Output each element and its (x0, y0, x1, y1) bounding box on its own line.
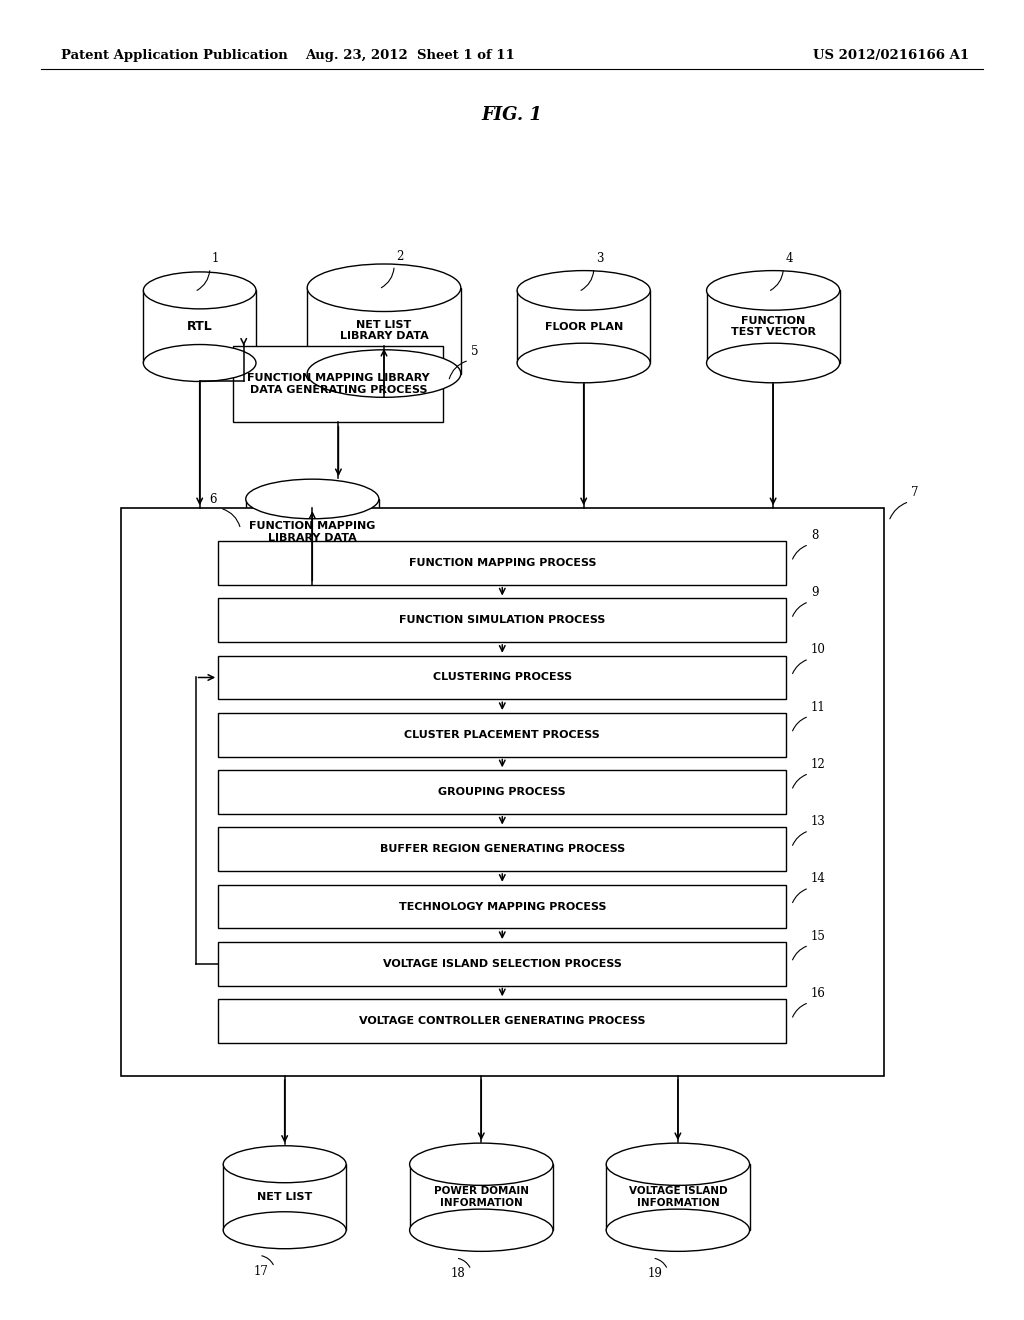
Bar (218, 713, 786, 756)
Text: BUFFER REGION GENERATING PROCESS: BUFFER REGION GENERATING PROCESS (380, 845, 625, 854)
Ellipse shape (707, 271, 840, 310)
Polygon shape (517, 290, 650, 363)
Polygon shape (606, 1164, 750, 1230)
Text: FUNCTION MAPPING
LIBRARY DATA: FUNCTION MAPPING LIBRARY DATA (249, 521, 376, 543)
Text: 18: 18 (451, 1267, 465, 1280)
Ellipse shape (246, 545, 379, 585)
Ellipse shape (143, 345, 256, 381)
Text: CLUSTER PLACEMENT PROCESS: CLUSTER PLACEMENT PROCESS (404, 730, 600, 739)
Text: Aug. 23, 2012  Sheet 1 of 11: Aug. 23, 2012 Sheet 1 of 11 (305, 49, 514, 62)
Ellipse shape (307, 350, 461, 397)
Text: GROUPING PROCESS: GROUPING PROCESS (438, 787, 566, 797)
Text: US 2012/0216166 A1: US 2012/0216166 A1 (813, 49, 969, 62)
Text: 9: 9 (811, 586, 818, 599)
Text: FUNCTION
TEST VECTOR: FUNCTION TEST VECTOR (730, 315, 816, 338)
Text: POWER DOMAIN
INFORMATION: POWER DOMAIN INFORMATION (434, 1187, 528, 1208)
Ellipse shape (606, 1209, 750, 1251)
Text: NET LIST
LIBRARY DATA: NET LIST LIBRARY DATA (340, 319, 428, 342)
Bar (218, 656, 786, 700)
Ellipse shape (517, 271, 650, 310)
Text: 12: 12 (811, 758, 825, 771)
Text: 11: 11 (811, 701, 825, 714)
Bar (218, 828, 786, 871)
Ellipse shape (410, 1209, 553, 1251)
Bar (121, 508, 884, 1076)
Text: 13: 13 (811, 816, 826, 828)
Text: VOLTAGE ISLAND
INFORMATION: VOLTAGE ISLAND INFORMATION (629, 1187, 727, 1208)
Text: 1: 1 (212, 252, 219, 265)
Text: FLOOR PLAN: FLOOR PLAN (545, 322, 623, 331)
Bar (218, 942, 786, 986)
Text: 15: 15 (811, 929, 826, 942)
Text: RTL: RTL (186, 321, 213, 333)
Ellipse shape (307, 264, 461, 312)
Ellipse shape (410, 1143, 553, 1185)
Ellipse shape (246, 479, 379, 519)
Text: TECHNOLOGY MAPPING PROCESS: TECHNOLOGY MAPPING PROCESS (398, 902, 606, 912)
Polygon shape (307, 288, 461, 374)
Ellipse shape (143, 272, 256, 309)
Text: 7: 7 (911, 486, 919, 499)
Text: 2: 2 (396, 249, 403, 263)
Polygon shape (410, 1164, 553, 1230)
Text: 19: 19 (647, 1267, 663, 1280)
Text: FUNCTION MAPPING LIBRARY
DATA GENERATING PROCESS: FUNCTION MAPPING LIBRARY DATA GENERATING… (247, 374, 430, 395)
Bar (218, 999, 786, 1043)
Text: 4: 4 (785, 252, 793, 265)
Polygon shape (246, 499, 379, 565)
Text: 6: 6 (210, 492, 217, 506)
Polygon shape (223, 1164, 346, 1230)
Text: VOLTAGE CONTROLLER GENERATING PROCESS: VOLTAGE CONTROLLER GENERATING PROCESS (359, 1016, 645, 1026)
Text: VOLTAGE ISLAND SELECTION PROCESS: VOLTAGE ISLAND SELECTION PROCESS (383, 958, 622, 969)
Text: 16: 16 (811, 987, 826, 1001)
Bar (218, 541, 786, 585)
Text: FUNCTION MAPPING PROCESS: FUNCTION MAPPING PROCESS (409, 558, 596, 568)
Ellipse shape (223, 1146, 346, 1183)
Text: 14: 14 (811, 873, 826, 886)
Text: FUNCTION SIMULATION PROCESS: FUNCTION SIMULATION PROCESS (399, 615, 605, 626)
Text: NET LIST: NET LIST (257, 1192, 312, 1203)
Ellipse shape (223, 1212, 346, 1249)
Text: 10: 10 (811, 643, 826, 656)
Text: CLUSTERING PROCESS: CLUSTERING PROCESS (433, 672, 571, 682)
Bar (218, 884, 786, 928)
Polygon shape (143, 290, 256, 363)
Ellipse shape (606, 1143, 750, 1185)
Bar (218, 771, 786, 813)
Ellipse shape (517, 343, 650, 383)
Text: 8: 8 (811, 529, 818, 543)
Ellipse shape (707, 343, 840, 383)
Bar (218, 598, 786, 642)
Text: FIG. 1: FIG. 1 (481, 106, 543, 124)
Text: 5: 5 (471, 345, 478, 358)
Text: Patent Application Publication: Patent Application Publication (61, 49, 288, 62)
Polygon shape (707, 290, 840, 363)
Bar (233, 346, 443, 422)
Text: 3: 3 (596, 252, 603, 265)
Text: 17: 17 (254, 1265, 269, 1278)
